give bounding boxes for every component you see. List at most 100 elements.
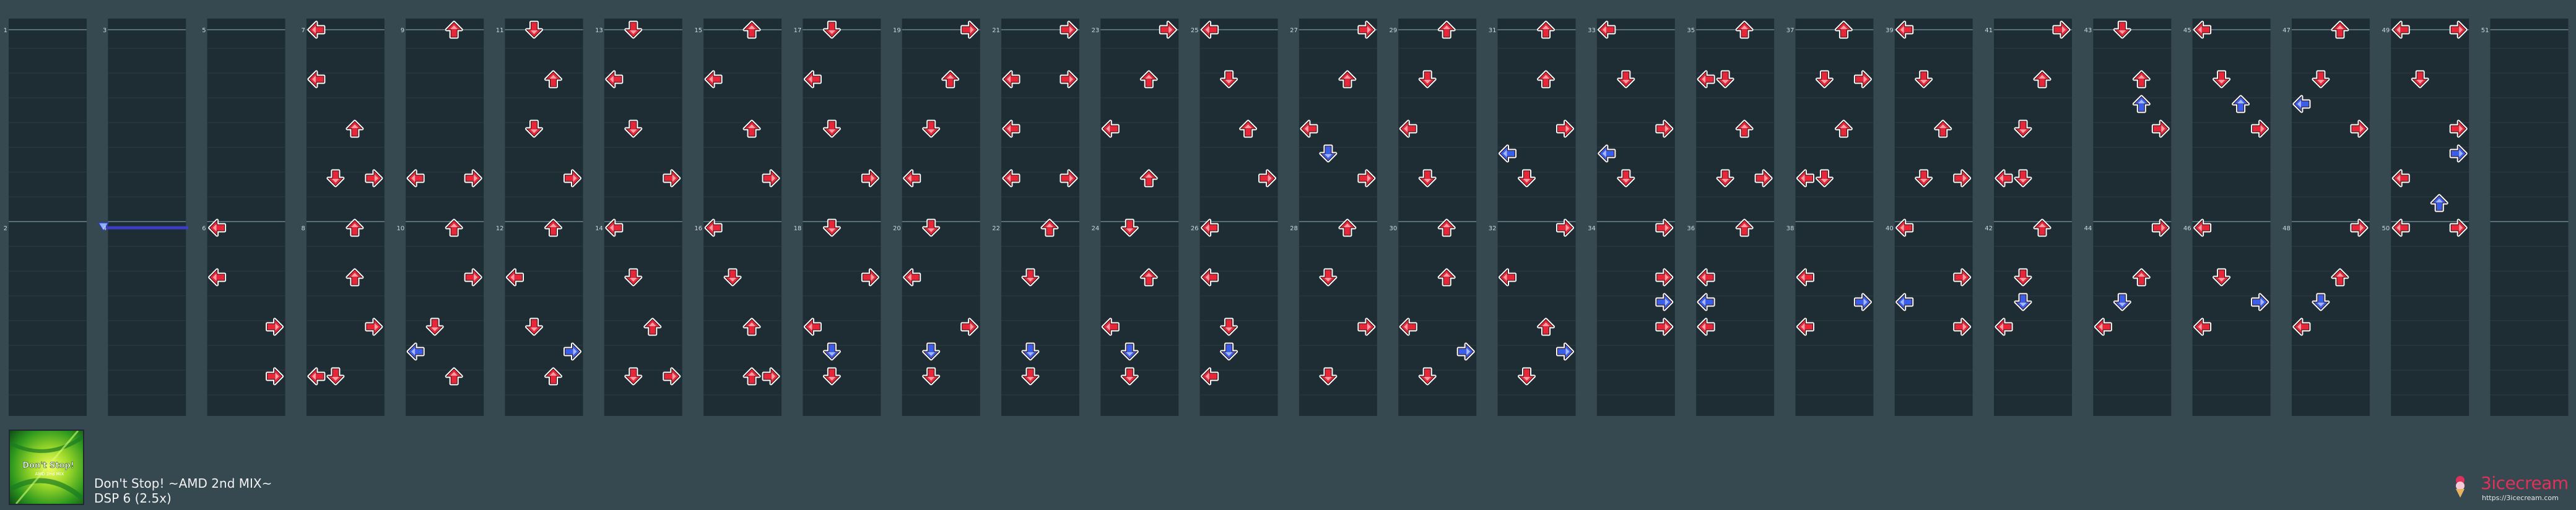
note-arrow-right xyxy=(1357,318,1376,336)
note-arrow-right xyxy=(2449,20,2468,39)
measure-column xyxy=(2192,19,2271,416)
note-arrow-down xyxy=(2014,119,2032,138)
measure-number: 46 xyxy=(2183,225,2191,232)
note-arrow-up xyxy=(941,70,960,89)
note-arrow-down xyxy=(922,119,941,138)
note-arrow-up xyxy=(2132,70,2151,89)
note-arrow-down xyxy=(1716,169,1734,188)
measure-column xyxy=(1199,19,1278,416)
note-arrow-up xyxy=(2232,95,2250,113)
measure-number: 16 xyxy=(694,225,702,232)
note-arrow-up xyxy=(2033,218,2052,237)
note-arrow-up xyxy=(445,367,463,386)
note-arrow-up xyxy=(742,20,761,39)
note-arrow-left xyxy=(803,318,822,336)
note-arrow-right xyxy=(1556,342,1574,361)
note-arrow-down xyxy=(1021,268,1040,287)
note-arrow-right xyxy=(1655,268,1674,287)
note-arrow-up xyxy=(742,318,761,336)
song-jacket: Don't Stop! AMD 2nd MIX xyxy=(9,430,84,505)
note-arrow-up xyxy=(643,318,662,336)
note-arrow-down xyxy=(624,119,643,138)
measure-number: 14 xyxy=(595,225,603,232)
measure-number: 24 xyxy=(1092,225,1100,232)
note-arrow-down xyxy=(1021,367,1040,386)
measure-number: 12 xyxy=(496,225,504,232)
measure-column xyxy=(2093,19,2172,416)
measure-number: 23 xyxy=(1092,27,1100,34)
note-arrow-left xyxy=(2292,95,2311,113)
measure-number: 34 xyxy=(1588,225,1596,232)
note-arrow-down xyxy=(326,169,345,188)
note-arrow-down xyxy=(822,20,841,39)
site-logo[interactable]: 3icecream https://3icecream.com xyxy=(2453,473,2569,506)
ice-cream-icon xyxy=(2456,476,2465,498)
note-arrow-up xyxy=(1834,119,1853,138)
measure-number: 33 xyxy=(1588,27,1596,34)
note-arrow-left xyxy=(2391,218,2410,237)
measure-number: 18 xyxy=(794,225,802,232)
note-arrow-down xyxy=(2113,20,2131,39)
note-arrow-down xyxy=(1120,342,1139,361)
note-arrow-down xyxy=(1220,342,1238,361)
note-arrow-up xyxy=(742,119,761,138)
note-arrow-right xyxy=(861,169,879,188)
measure-column xyxy=(1001,19,1079,416)
note-arrow-right xyxy=(2251,293,2269,311)
note-arrow-down xyxy=(2213,268,2231,287)
measure-column xyxy=(1100,19,1179,416)
note-arrow-up xyxy=(1139,70,1158,89)
note-arrow-right xyxy=(1556,119,1574,138)
note-arrow-right xyxy=(1953,169,1972,188)
measure-number: 31 xyxy=(1489,27,1497,34)
logo-url: https://3icecream.com xyxy=(2482,494,2559,502)
freeze-layer xyxy=(97,222,188,232)
note-arrow-left xyxy=(1002,119,1020,138)
note-arrow-up xyxy=(544,70,562,89)
measure-number: 1 xyxy=(4,27,7,34)
note-arrow-up xyxy=(1437,20,1456,39)
note-arrow-up xyxy=(1239,119,1258,138)
measure-column xyxy=(207,19,285,416)
note-arrow-right xyxy=(960,20,979,39)
note-arrow-down xyxy=(822,218,841,237)
measure-number: 2 xyxy=(4,225,7,232)
measure-column xyxy=(2391,19,2469,416)
note-arrow-right xyxy=(365,169,383,188)
note-arrow-right xyxy=(1357,169,1376,188)
note-arrow-down xyxy=(1220,318,1238,336)
measure-number: 9 xyxy=(401,27,404,34)
jacket-subtitle: AMD 2nd MIX xyxy=(35,472,64,477)
note-arrow-up xyxy=(1537,318,1555,336)
measure-number: 36 xyxy=(1687,225,1695,232)
note-arrow-left xyxy=(1201,218,1219,237)
measure-number: 25 xyxy=(1191,27,1199,34)
note-arrow-down xyxy=(1120,218,1139,237)
note-arrow-left xyxy=(2193,318,2212,336)
note-arrow-right xyxy=(2350,218,2369,237)
measure-number: 5 xyxy=(202,27,206,34)
note-arrow-left xyxy=(1796,318,1814,336)
note-arrow-left xyxy=(307,70,326,89)
note-arrow-left xyxy=(2292,318,2311,336)
note-arrow-up xyxy=(1437,218,1456,237)
measure-columns xyxy=(9,19,2569,416)
logo-name: 3icecream xyxy=(2481,473,2569,493)
note-arrow-right xyxy=(1655,218,1674,237)
note-arrow-right xyxy=(2449,218,2468,237)
note-arrow-right xyxy=(564,342,581,361)
note-arrow-up xyxy=(445,20,463,39)
measure-column xyxy=(108,19,186,416)
note-arrow-right xyxy=(663,169,681,188)
measure-column xyxy=(803,19,881,416)
note-arrow-up xyxy=(1437,268,1456,287)
note-arrow-right xyxy=(1060,169,1078,188)
measure-number-layer: 1234567891011121314151617181920212223242… xyxy=(4,27,2489,232)
measure-column xyxy=(9,19,87,416)
measure-number: 43 xyxy=(2084,27,2092,34)
note-arrow-left xyxy=(1995,169,2013,188)
note-arrow-down xyxy=(2014,268,2032,287)
note-arrow-left xyxy=(1101,119,1120,138)
note-arrow-down xyxy=(2411,70,2429,89)
measure-number: 10 xyxy=(396,225,404,232)
